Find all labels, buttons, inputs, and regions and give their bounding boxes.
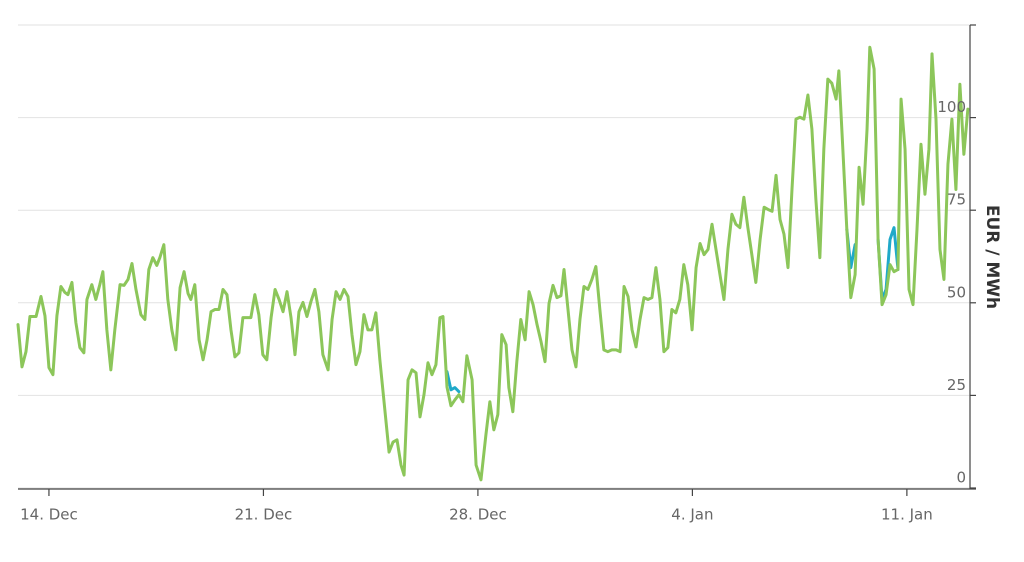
grid-layer xyxy=(18,117,970,489)
x-tick-label: 21. Dec xyxy=(235,506,293,524)
y-tick-label: 50 xyxy=(947,283,966,301)
x-tick-label: 14. Dec xyxy=(20,506,78,524)
y-axis-title: EUR / MWh xyxy=(982,205,1002,309)
y-tick-label: 75 xyxy=(947,191,966,209)
axis-layer: 0 25 50 75 100 14. Dec 21. Dec 28. Dec 4. Jan 11.… xyxy=(18,25,976,524)
y-tick-label: 25 xyxy=(947,376,966,394)
y-tick-label: 100 xyxy=(937,98,966,116)
x-tick-label: 28. Dec xyxy=(449,506,507,524)
series-line xyxy=(445,370,461,394)
x-tick-label: 11. Jan xyxy=(881,506,933,524)
series-layer xyxy=(16,45,970,482)
series-line xyxy=(16,45,970,482)
x-tick-label: 4. Jan xyxy=(671,506,713,524)
y-tick-label: 0 xyxy=(956,469,966,487)
